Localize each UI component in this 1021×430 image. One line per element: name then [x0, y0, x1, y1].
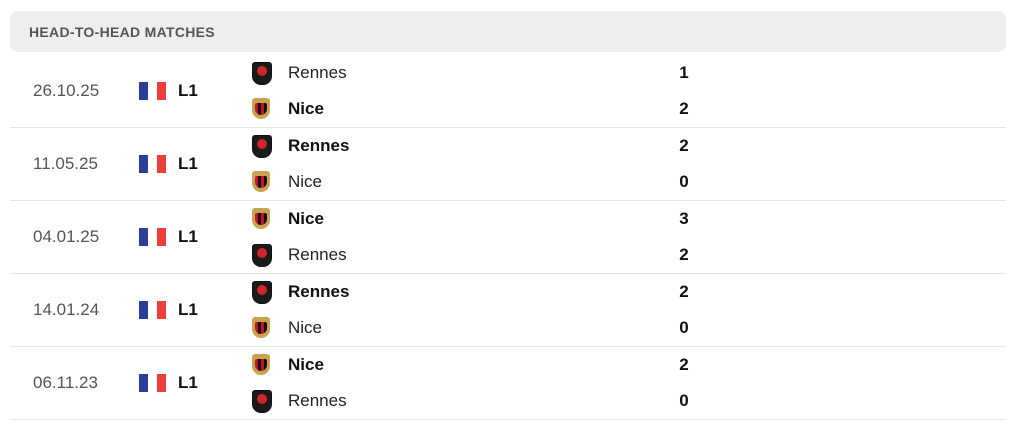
match-list: 26.10.25 L1 Rennes 1 Nice 2 11.05.25 L1 …	[10, 55, 1006, 420]
team-name: Rennes	[288, 63, 347, 82]
team-score: 3	[679, 209, 689, 228]
match-date: 14.01.24	[33, 300, 100, 319]
team-name: Rennes	[288, 245, 347, 264]
match-date: 06.11.23	[33, 373, 98, 392]
team-score: 0	[679, 318, 689, 337]
team-line: Nice 2	[250, 91, 950, 127]
team-line: Nice 2	[250, 347, 950, 383]
league-label: L1	[178, 154, 198, 173]
rennes-crest-icon	[252, 62, 272, 85]
team-name: Nice	[288, 318, 323, 337]
league-label: L1	[178, 300, 198, 319]
match-row[interactable]: 04.01.25 L1 Nice 3 Rennes 2	[10, 201, 1006, 274]
match-date: 04.01.25	[33, 227, 100, 246]
league-label: L1	[178, 373, 198, 392]
league-label: L1	[178, 81, 198, 100]
team-line: Nice 0	[250, 164, 950, 200]
team-name: Nice	[288, 99, 324, 118]
team-line: Nice 3	[250, 201, 950, 237]
team-score: 0	[679, 172, 689, 191]
team-line: Rennes 2	[250, 274, 950, 310]
rennes-crest-icon	[252, 281, 272, 304]
team-score: 0	[679, 391, 689, 410]
france-flag-icon	[139, 82, 166, 100]
nice-crest-icon	[252, 98, 270, 119]
team-line: Rennes 2	[250, 128, 950, 164]
team-name: Rennes	[288, 391, 347, 410]
rennes-crest-icon	[252, 390, 272, 413]
league-label: L1	[178, 227, 198, 246]
nice-crest-icon	[252, 354, 270, 375]
nice-crest-icon	[252, 208, 270, 229]
team-line: Nice 0	[250, 310, 950, 346]
team-score: 2	[679, 245, 689, 264]
section-header: HEAD-TO-HEAD MATCHES	[10, 11, 1006, 52]
team-score: 2	[679, 282, 689, 301]
team-name: Rennes	[288, 282, 350, 301]
team-name: Nice	[288, 355, 324, 374]
nice-crest-icon	[252, 317, 270, 338]
match-row[interactable]: 06.11.23 L1 Nice 2 Rennes 0	[10, 347, 1006, 420]
nice-crest-icon	[252, 171, 270, 192]
team-score: 1	[679, 63, 689, 82]
team-score: 2	[679, 99, 689, 118]
team-line: Rennes 1	[250, 55, 950, 91]
team-name: Rennes	[288, 136, 350, 155]
team-line: Rennes 0	[250, 383, 950, 419]
france-flag-icon	[139, 155, 166, 173]
team-name: Nice	[288, 172, 323, 191]
match-row[interactable]: 26.10.25 L1 Rennes 1 Nice 2	[10, 55, 1006, 128]
team-line: Rennes 2	[250, 237, 950, 273]
france-flag-icon	[139, 374, 166, 392]
rennes-crest-icon	[252, 244, 272, 267]
team-score: 2	[679, 355, 689, 374]
rennes-crest-icon	[252, 135, 272, 158]
team-score: 2	[679, 136, 689, 155]
france-flag-icon	[139, 228, 166, 246]
team-name: Nice	[288, 209, 324, 228]
match-row[interactable]: 14.01.24 L1 Rennes 2 Nice 0	[10, 274, 1006, 347]
france-flag-icon	[139, 301, 166, 319]
section-title: HEAD-TO-HEAD MATCHES	[29, 24, 215, 40]
match-row[interactable]: 11.05.25 L1 Rennes 2 Nice 0	[10, 128, 1006, 201]
match-date: 11.05.25	[33, 154, 98, 173]
match-date: 26.10.25	[33, 81, 100, 100]
